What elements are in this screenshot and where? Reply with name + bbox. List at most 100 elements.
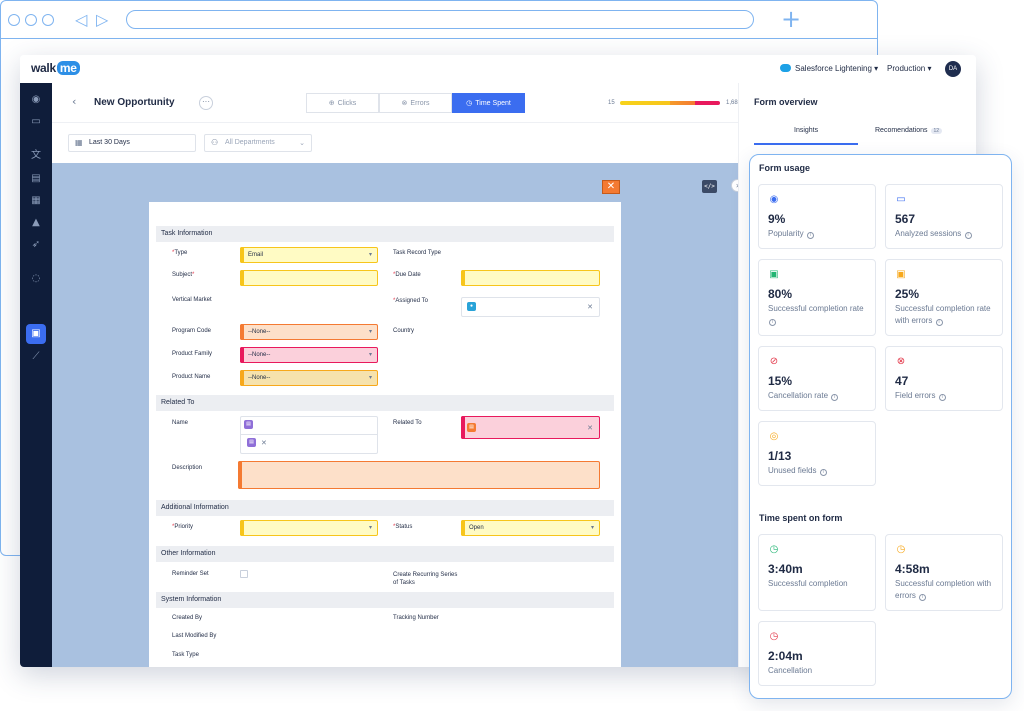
- subject-label-text: Subject: [172, 272, 193, 278]
- subject-input[interactable]: [240, 270, 378, 286]
- type-select[interactable]: Email ▾: [240, 247, 378, 263]
- metric-value: 4:58m: [895, 562, 930, 576]
- platform-selector[interactable]: Salesforce Lightening ▾: [795, 64, 879, 73]
- section-task-information: Task Information: [156, 226, 614, 242]
- window-dot-icon: [8, 14, 20, 26]
- translate-icon[interactable]: 文: [31, 150, 41, 161]
- address-bar[interactable]: [126, 10, 754, 29]
- task-type-label: Task Type: [172, 652, 199, 658]
- salesforce-cloud-icon: [780, 64, 791, 72]
- priority-label: *Priority: [172, 524, 194, 530]
- priority-select[interactable]: ▾: [240, 520, 378, 536]
- product-family-label: Product Family: [172, 351, 213, 357]
- metric-label-text: Popularity: [768, 229, 804, 238]
- metric-tabs: ⊕ Clicks ⊗ Errors ◷ Time Spent: [306, 93, 525, 113]
- forms-icon[interactable]: ▣: [31, 328, 41, 339]
- clock-success-icon: ◷: [769, 544, 779, 555]
- created-by-label: Created By: [172, 615, 203, 621]
- program-code-select[interactable]: --None-- ▾: [240, 324, 378, 340]
- info-icon[interactable]: i: [769, 319, 776, 326]
- name-lookup[interactable]: ▤ ▤ ✕: [240, 416, 378, 454]
- filter-bar: ▦ Last 30 Days ⚇ All Departments ⌄: [52, 123, 738, 163]
- tracking-number-label: Tracking Number: [393, 615, 439, 621]
- cancel-icon: ⊘: [769, 356, 779, 367]
- clock-cancel-icon: ◷: [769, 631, 779, 642]
- new-tab-icon[interactable]: +: [781, 5, 802, 33]
- tab-clicks[interactable]: ⊕ Clicks: [306, 93, 379, 113]
- status-label-text: Status: [395, 524, 413, 530]
- folder-icon[interactable]: ▭: [31, 116, 41, 127]
- product-family-select[interactable]: --None-- ▾: [240, 347, 378, 363]
- completion-icon: ▣: [769, 269, 779, 280]
- tab-time-spent[interactable]: ◷ Time Spent: [452, 93, 525, 113]
- forward-arrow-icon[interactable]: ▷: [96, 10, 109, 29]
- lightbulb-icon[interactable]: ◌: [31, 273, 41, 284]
- info-icon[interactable]: i: [938, 394, 946, 401]
- sidebar-active-indicator: [26, 324, 46, 344]
- count-badge: 12: [930, 128, 943, 134]
- metric-time-with-errors: ◷ 4:58m Successful completion with error…: [885, 534, 1003, 611]
- metric-value: 567: [895, 212, 916, 226]
- range-max: 1,682: [726, 100, 742, 106]
- logo-badge: me: [56, 61, 80, 75]
- reminder-checkbox[interactable]: [240, 570, 248, 578]
- tab-clicks-label: Clicks: [337, 99, 357, 107]
- info-icon[interactable]: i: [935, 319, 943, 326]
- status-select[interactable]: Open ▾: [461, 520, 600, 536]
- analytics-icon[interactable]: ⟋: [32, 351, 40, 362]
- calendar-icon: ▦: [75, 138, 83, 147]
- rocket-icon[interactable]: ➶: [31, 239, 41, 250]
- report-icon[interactable]: ▦: [31, 195, 41, 206]
- environment-selector[interactable]: Production ▾: [887, 64, 932, 73]
- chevron-down-icon: ▾: [368, 351, 372, 358]
- program-code-value: --None--: [248, 329, 271, 335]
- platform-label: Salesforce Lightening: [795, 64, 872, 73]
- info-icon[interactable]: i: [964, 232, 972, 239]
- code-view-icon[interactable]: </>: [702, 180, 717, 193]
- task-record-type-label: Task Record Type: [393, 250, 441, 256]
- info-icon[interactable]: i: [819, 469, 827, 476]
- tab-recommendations-label: Recomendations: [875, 127, 928, 134]
- tab-insights[interactable]: Insights: [794, 127, 819, 134]
- metric-label-text: Successful completion with errors: [895, 579, 992, 600]
- document-icon[interactable]: ▤: [31, 173, 41, 184]
- tab-errors[interactable]: ⊗ Errors: [379, 93, 452, 113]
- info-icon[interactable]: i: [919, 594, 927, 601]
- back-arrow-icon[interactable]: ◁: [75, 10, 88, 29]
- description-textarea[interactable]: [238, 461, 600, 489]
- info-icon[interactable]: i: [831, 394, 839, 401]
- create-recurring-label: Create Recurring Series of Tasks: [393, 572, 458, 586]
- clear-icon[interactable]: ✕: [587, 424, 593, 432]
- tab-recommendations[interactable]: Recomendations 12: [875, 127, 943, 134]
- product-name-select[interactable]: --None-- ▾: [240, 370, 378, 386]
- metric-analyzed-sessions: ▭ 567 Analyzed sessions i: [885, 184, 1003, 249]
- tab-time-spent-label: Time Spent: [475, 99, 511, 107]
- top-bar: walk me Salesforce Lightening ▾ Productio…: [20, 55, 976, 83]
- date-range-select[interactable]: ▦ Last 30 Days: [68, 134, 196, 152]
- description-label: Description: [172, 465, 203, 471]
- department-select[interactable]: ⚇ All Departments ⌄: [204, 134, 312, 152]
- avatar[interactable]: DA: [945, 61, 961, 77]
- more-options-button[interactable]: ···: [199, 96, 213, 110]
- completion-errors-icon: ▣: [896, 269, 906, 280]
- logo-text: walk: [31, 61, 56, 75]
- metric-label: Successful completion: [768, 579, 848, 588]
- priority-label-text: Priority: [174, 524, 194, 530]
- graduation-icon[interactable]: ▲: [32, 217, 40, 228]
- metric-label: Successful completion rate i: [768, 303, 872, 327]
- clear-icon[interactable]: ✕: [587, 303, 593, 311]
- back-chevron-icon[interactable]: ‹: [72, 95, 77, 108]
- info-icon[interactable]: i: [806, 232, 814, 239]
- metric-value: 1/13: [768, 449, 792, 463]
- browser-toolbar: ◁ ▷ +: [1, 1, 877, 39]
- divider: [241, 434, 377, 435]
- related-to-lookup[interactable]: ▤ ✕: [461, 416, 600, 439]
- assigned-to-input[interactable]: ● ✕: [461, 297, 600, 317]
- metric-label-text: Successful completion rate with errors: [895, 304, 991, 325]
- date-range-value: Last 30 Days: [89, 139, 130, 146]
- type-label-text: Type: [174, 250, 188, 256]
- dashboard-icon[interactable]: ◉: [31, 94, 41, 105]
- due-date-input[interactable]: [461, 270, 600, 286]
- close-highlight-icon[interactable]: ✕: [602, 180, 620, 194]
- clear-icon[interactable]: ✕: [261, 439, 267, 447]
